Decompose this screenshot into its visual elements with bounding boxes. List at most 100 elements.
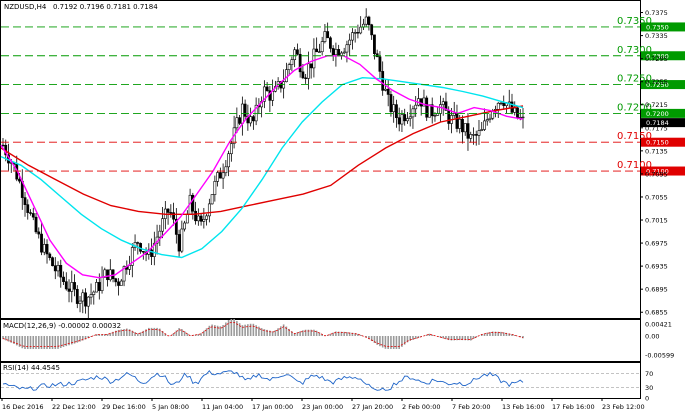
time-tick-label: 23 Feb 12:00 — [602, 403, 645, 411]
candle — [386, 79, 390, 107]
candle — [488, 113, 492, 123]
candle — [56, 261, 60, 277]
candle-body — [400, 114, 404, 125]
candle-body — [406, 118, 409, 122]
support-level-price-tag-label: 0.7100 — [646, 168, 669, 176]
price-tick-label: 0.7295 — [645, 55, 668, 63]
candle — [166, 208, 170, 225]
candle-body — [218, 172, 222, 179]
candle — [106, 269, 109, 287]
candle-body — [337, 49, 341, 56]
candle — [370, 23, 374, 40]
candle-body — [348, 39, 352, 46]
candle-body — [191, 194, 195, 212]
resistance-level-price-tag — [641, 80, 685, 90]
candle-body — [262, 86, 266, 102]
candle-body — [392, 104, 396, 113]
candle — [345, 40, 349, 63]
candle-body — [23, 197, 27, 205]
candle — [207, 198, 211, 223]
price-tick-label: 0.7095 — [645, 170, 668, 178]
candle — [329, 36, 332, 53]
candle-body — [81, 292, 85, 302]
candle — [202, 207, 206, 229]
candle-body — [92, 291, 96, 295]
candle — [411, 105, 415, 129]
candle-body — [221, 172, 225, 179]
candle-body — [356, 32, 360, 34]
candle-body — [18, 178, 21, 182]
time-tick-label: 2 Feb 00:00 — [402, 403, 441, 411]
candle-body — [106, 269, 109, 281]
candle — [238, 114, 242, 126]
candle-body — [298, 53, 302, 73]
macd-label: MACD(12,26,9) -0.00002 0.00032 — [3, 322, 121, 330]
candle-body — [111, 269, 115, 280]
candle-body — [169, 212, 173, 214]
candle — [86, 295, 90, 319]
time-tick-label: 27 Jan 20:00 — [352, 403, 393, 411]
time-tick-label: 16 Dec 2016 — [2, 403, 44, 411]
candle-body — [26, 204, 30, 213]
candle — [356, 24, 360, 39]
candle-body — [130, 247, 134, 266]
candle-body — [378, 56, 382, 72]
price-tick-label: 0.7015 — [645, 217, 668, 225]
candle — [395, 99, 398, 128]
candle — [320, 36, 324, 56]
price-tick-label: 0.7175 — [645, 124, 668, 132]
symbol-label: NZDUSD,H4 — [4, 3, 47, 11]
candle — [34, 212, 38, 234]
candle — [367, 15, 371, 31]
candle — [40, 222, 43, 256]
time-tick-label: 29 Dec 16:00 — [102, 403, 146, 411]
candle-body — [128, 265, 131, 270]
sma-mid-line — [0, 76, 524, 259]
support-level-price-tag-label: 0.7150 — [646, 139, 669, 147]
candle — [298, 48, 302, 78]
candle — [477, 119, 481, 145]
candle-body — [150, 249, 153, 257]
candle — [78, 296, 82, 313]
candle-body — [108, 269, 112, 281]
candle-body — [59, 265, 63, 278]
candle-body — [295, 49, 299, 55]
candle — [406, 111, 409, 124]
candle — [326, 22, 330, 39]
candle — [265, 82, 269, 92]
candle-body — [194, 210, 197, 222]
macd-tick-label: -0.00599 — [645, 352, 674, 360]
candle-body — [430, 104, 434, 117]
candle — [210, 194, 214, 205]
candle-body — [483, 120, 486, 130]
time-tick-label: 17 Jan 00:00 — [252, 403, 293, 411]
candle-body — [216, 172, 220, 182]
candle-body — [284, 69, 288, 83]
candle — [161, 207, 164, 239]
resistance-level-label: 0.7250 — [617, 74, 652, 85]
resistance-level-price-tag-label: 0.7350 — [646, 23, 669, 31]
candle-body — [485, 119, 489, 122]
candle — [169, 204, 173, 218]
candle-body — [114, 278, 118, 283]
candle-body — [51, 257, 54, 267]
candle-body — [389, 94, 393, 113]
candle-body — [386, 88, 390, 95]
candle-body — [455, 112, 459, 129]
price-tick-label: 0.7055 — [645, 193, 668, 201]
candle-body — [75, 288, 79, 304]
candle-body — [89, 294, 93, 298]
candle-body — [45, 244, 49, 255]
time-tick-label: 13 Feb 16:00 — [502, 403, 545, 411]
candle — [392, 95, 396, 123]
candle-body — [502, 102, 506, 106]
candle-body — [53, 265, 57, 272]
candle — [53, 257, 57, 280]
candle — [480, 121, 484, 132]
candle-body — [64, 281, 68, 290]
candle-body — [290, 59, 294, 65]
support-level-label: 0.7150 — [617, 131, 652, 142]
candle-body — [183, 222, 186, 230]
support-level-price-tag — [641, 137, 685, 147]
candle — [23, 191, 27, 217]
